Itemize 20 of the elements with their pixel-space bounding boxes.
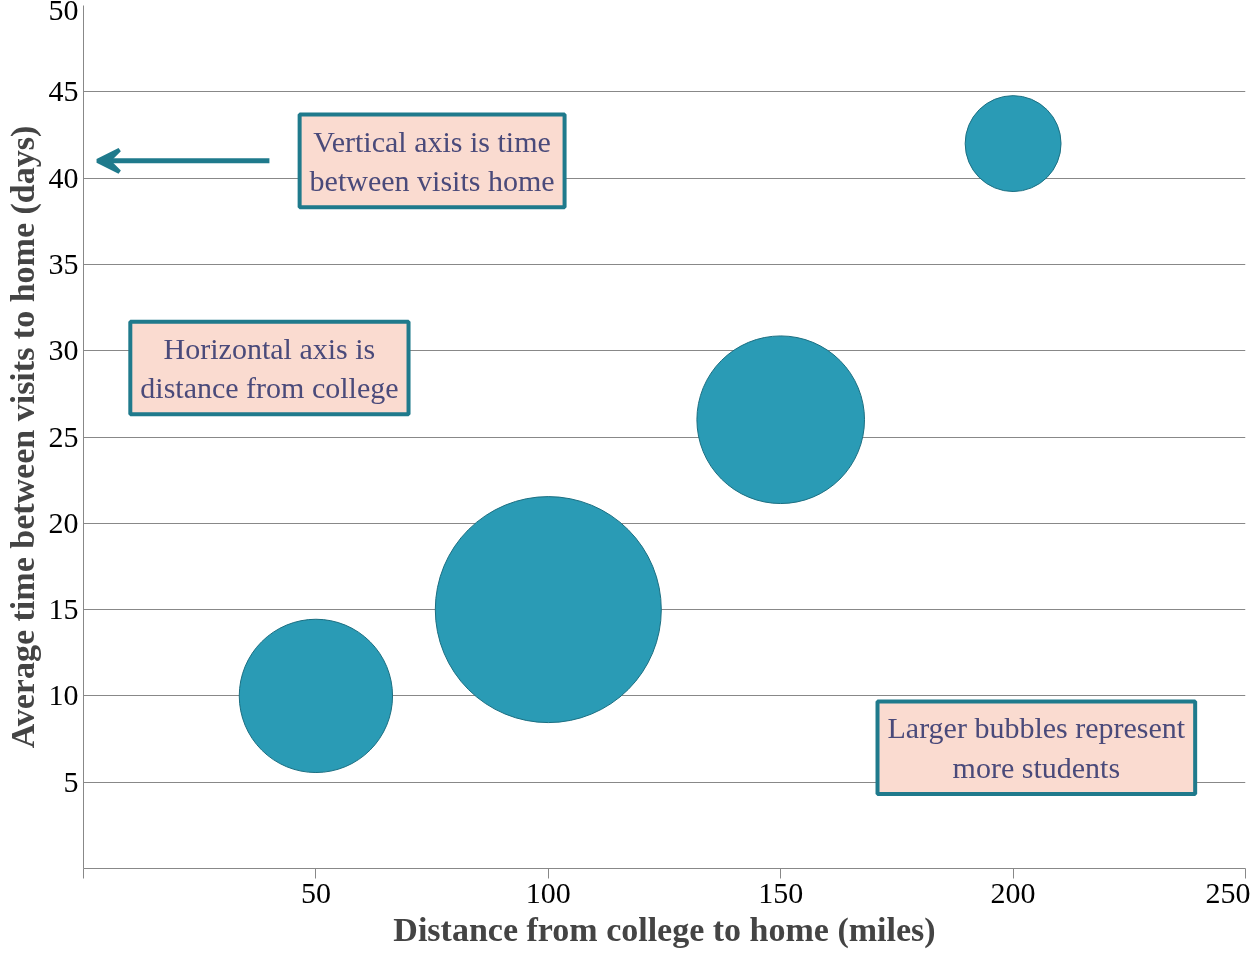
annotation: Larger bubbles represent more students xyxy=(887,711,1186,784)
y-tick-label: 10 xyxy=(48,678,79,712)
x-tick-label: 100 xyxy=(525,875,571,909)
x-tick-label: 50 xyxy=(300,875,331,909)
y-tick-label: 30 xyxy=(48,333,79,367)
y-tick-label: 15 xyxy=(48,592,79,626)
annotation: Vertical axis is time between visits home xyxy=(309,124,555,198)
y-tick-label: 25 xyxy=(48,419,79,453)
y-tick-label: 40 xyxy=(48,160,79,194)
y-tick-label: 45 xyxy=(48,74,79,108)
x-tick-label: 150 xyxy=(758,875,804,909)
y-axis-title: Average time between visits to home (days) xyxy=(3,125,42,749)
x-axis-title: Distance from college to home (miles) xyxy=(393,910,936,949)
y-tick-label: 50 xyxy=(48,0,79,26)
annotation: Horizontal axis is distance from college xyxy=(140,331,399,405)
y-tick-label: 35 xyxy=(48,246,79,280)
x-tick-label: 250 xyxy=(1205,875,1251,909)
y-tick-label: 5 xyxy=(63,764,79,798)
x-tick-label: 200 xyxy=(990,875,1036,909)
y-tick-label: 20 xyxy=(48,505,79,539)
